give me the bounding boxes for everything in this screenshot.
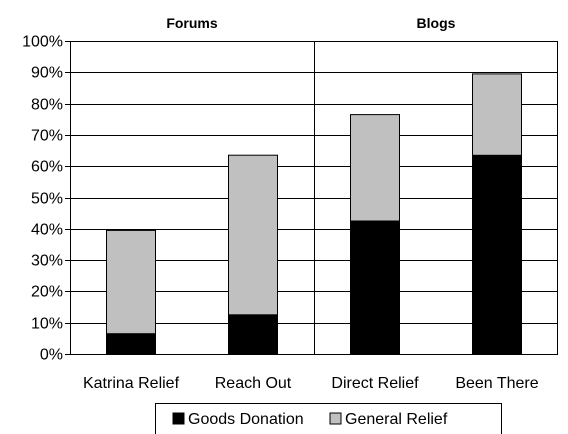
y-tick-label: 10% [31, 316, 63, 333]
bar-general-relief [350, 114, 400, 222]
legend-swatch [329, 412, 342, 425]
y-tick-label: 50% [31, 191, 63, 208]
category-labels: Katrina Relief Reach Out Direct Relief Been… [83, 375, 539, 392]
group-label: Blogs [417, 15, 456, 31]
y-tick-label: 90% [31, 65, 63, 82]
y-tick-label: 20% [31, 284, 63, 301]
y-tick-label: 80% [31, 97, 63, 114]
axes [65, 41, 558, 355]
legend-label: Goods Donation [188, 411, 304, 428]
y-tick-label: 70% [31, 128, 63, 145]
legend: Goods Donation General Relief [155, 403, 502, 434]
bars [106, 73, 522, 355]
legend-label: General Relief [345, 411, 448, 428]
category-label: Been There [455, 375, 538, 392]
y-tick-label: 60% [31, 159, 63, 176]
y-tick-label: 0% [40, 347, 63, 364]
legend-swatch [172, 412, 185, 425]
bar-goods-donation [350, 220, 400, 355]
bar-general-relief [106, 229, 156, 335]
group-labels: Forums Blogs [166, 15, 455, 31]
bar-goods-donation [106, 333, 156, 355]
category-label: Reach Out [215, 375, 292, 392]
bar-general-relief [228, 154, 278, 316]
plot-border [70, 41, 558, 355]
y-tick-labels: 0% 10% 20% 30% 40% 50% 60% 70% 80% 90% 100% [22, 34, 63, 364]
group-label: Forums [166, 15, 218, 31]
y-tick-label: 30% [31, 253, 63, 270]
bar-general-relief [472, 73, 522, 156]
legend-box [155, 403, 502, 434]
y-tick-label: 40% [31, 222, 63, 239]
category-label: Katrina Relief [83, 375, 180, 392]
category-label: Direct Relief [331, 375, 419, 392]
bar-goods-donation [472, 154, 522, 355]
y-tick-label: 100% [22, 34, 63, 51]
bar-goods-donation [228, 314, 278, 355]
